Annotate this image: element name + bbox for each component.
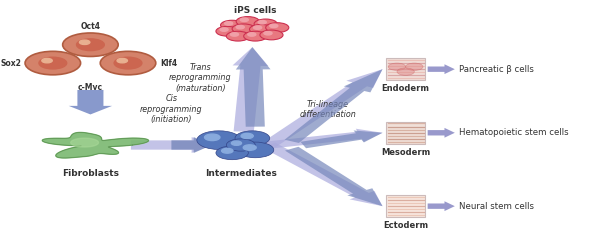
Text: Hematopoietic stem cells: Hematopoietic stem cells — [459, 128, 569, 137]
Circle shape — [241, 133, 253, 138]
Circle shape — [266, 23, 289, 32]
Circle shape — [232, 24, 255, 34]
Polygon shape — [285, 147, 382, 206]
Text: Mesoderm: Mesoderm — [381, 148, 431, 157]
Polygon shape — [236, 47, 271, 127]
Circle shape — [100, 51, 156, 75]
Text: c-Myc: c-Myc — [78, 83, 103, 92]
Circle shape — [42, 58, 52, 63]
Circle shape — [230, 33, 239, 36]
Circle shape — [237, 142, 274, 158]
Polygon shape — [428, 128, 455, 138]
Text: iPS cells: iPS cells — [234, 6, 277, 15]
FancyBboxPatch shape — [386, 58, 425, 80]
Polygon shape — [171, 137, 212, 153]
Polygon shape — [262, 143, 382, 206]
Circle shape — [270, 24, 278, 28]
Circle shape — [388, 63, 406, 70]
Circle shape — [63, 33, 118, 57]
Polygon shape — [428, 64, 455, 74]
Text: Cis
reprogramming
(initiation): Cis reprogramming (initiation) — [140, 94, 203, 124]
Circle shape — [244, 31, 267, 41]
Circle shape — [197, 131, 241, 149]
Circle shape — [77, 39, 104, 51]
Circle shape — [258, 20, 267, 24]
Polygon shape — [71, 138, 98, 147]
Polygon shape — [300, 130, 382, 148]
Circle shape — [236, 16, 259, 26]
Circle shape — [397, 68, 414, 75]
Circle shape — [232, 141, 242, 145]
Polygon shape — [131, 137, 212, 153]
Circle shape — [221, 20, 244, 30]
Polygon shape — [69, 90, 112, 114]
Text: Tri-lineage
differentiation: Tri-lineage differentiation — [299, 100, 356, 119]
Circle shape — [260, 30, 283, 40]
Text: Endoderm: Endoderm — [382, 84, 430, 93]
Circle shape — [224, 22, 233, 25]
Text: Klf4: Klf4 — [160, 59, 177, 68]
Polygon shape — [42, 132, 148, 158]
Polygon shape — [233, 47, 268, 132]
Text: Oct4: Oct4 — [80, 22, 101, 31]
Circle shape — [80, 40, 90, 45]
Circle shape — [204, 134, 220, 140]
Circle shape — [406, 63, 423, 70]
Text: Trans
reprogramming
(maturation): Trans reprogramming (maturation) — [169, 63, 232, 93]
Circle shape — [114, 57, 142, 69]
Circle shape — [39, 57, 67, 69]
FancyBboxPatch shape — [386, 195, 425, 217]
Text: Ectoderm: Ectoderm — [383, 221, 428, 230]
Circle shape — [25, 51, 81, 75]
Circle shape — [220, 28, 228, 31]
Text: Pancreatic β cells: Pancreatic β cells — [459, 65, 534, 74]
Circle shape — [216, 26, 239, 36]
Circle shape — [250, 24, 273, 34]
Polygon shape — [285, 69, 382, 143]
FancyBboxPatch shape — [386, 122, 425, 144]
Circle shape — [222, 148, 233, 153]
Circle shape — [243, 145, 256, 150]
Circle shape — [248, 33, 256, 36]
Circle shape — [216, 146, 248, 160]
Circle shape — [226, 31, 250, 41]
Circle shape — [226, 139, 255, 151]
Text: Sox2: Sox2 — [0, 59, 21, 68]
Polygon shape — [261, 69, 382, 147]
Text: Neural stem cells: Neural stem cells — [459, 202, 534, 211]
Circle shape — [236, 25, 244, 29]
Circle shape — [235, 131, 270, 145]
Circle shape — [117, 58, 127, 63]
Polygon shape — [267, 129, 382, 149]
Circle shape — [264, 31, 272, 35]
Text: Intermediates: Intermediates — [205, 169, 277, 179]
Circle shape — [254, 19, 277, 29]
Circle shape — [240, 18, 248, 21]
Polygon shape — [428, 201, 455, 211]
Text: Fibroblasts: Fibroblasts — [62, 169, 119, 179]
Circle shape — [253, 26, 262, 29]
